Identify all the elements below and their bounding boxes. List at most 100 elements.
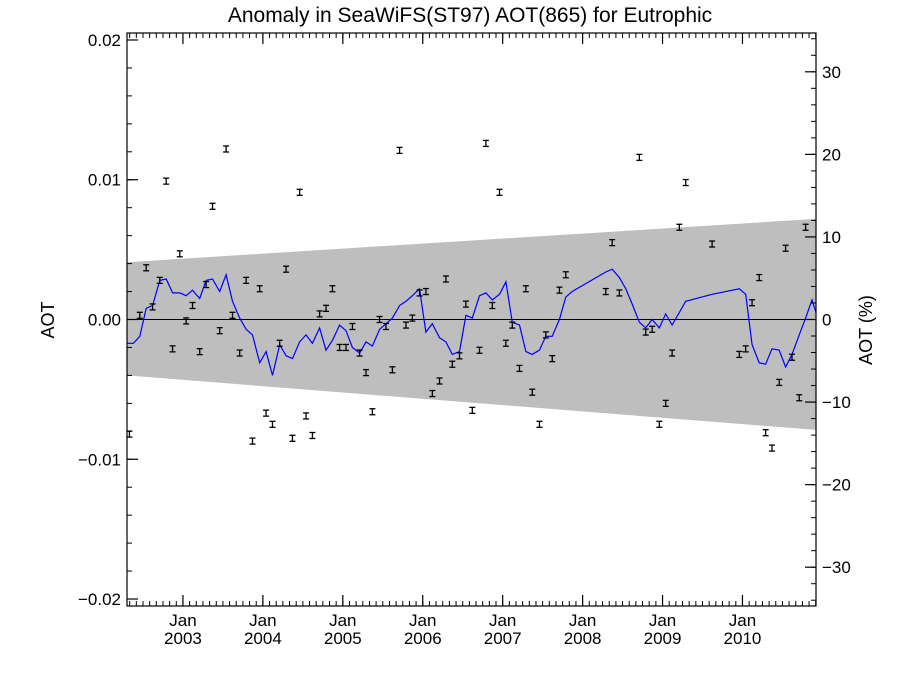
data-point: [196, 347, 203, 356]
data-point: [736, 350, 743, 359]
chart-title: Anomaly in SeaWiFS(ST97) AOT(865) for Eu…: [228, 4, 712, 27]
data-point: [283, 265, 290, 273]
y-right-tick-label: 10: [822, 228, 841, 247]
data-point: [796, 394, 803, 402]
data-point: [256, 285, 263, 293]
data-point: [456, 352, 463, 360]
data-point: [289, 434, 296, 442]
data-point: [323, 304, 330, 312]
data-point: [549, 354, 556, 363]
data-point: [389, 366, 396, 374]
data-point: [269, 420, 276, 428]
x-tick-month-label: Jan: [729, 611, 756, 630]
data-point: [356, 349, 363, 357]
x-tick-year-label: 2006: [404, 629, 442, 648]
data-point: [243, 276, 250, 285]
data-point: [416, 289, 423, 297]
x-tick-year-label: 2008: [564, 629, 602, 648]
data-point: [296, 188, 303, 196]
data-point: [709, 240, 716, 248]
y-tick-label: −0.02: [78, 590, 121, 609]
x-tick-month-label: Jan: [569, 611, 596, 630]
anomaly-series-line: [127, 268, 817, 376]
data-points-layer: [126, 139, 809, 452]
y-axis-label: AOT: [38, 301, 58, 338]
y-tick-label: 0.01: [88, 171, 121, 190]
data-point: [669, 349, 676, 357]
data-point: [156, 276, 163, 285]
data-point: [209, 202, 216, 210]
data-point: [516, 364, 523, 373]
data-point: [143, 264, 150, 272]
y-axis-left: −0.02 −0.01 0.00 0.01 0.02: [78, 31, 138, 609]
data-point: [602, 287, 609, 296]
data-point: [163, 177, 170, 185]
y-right-tick-label: 20: [822, 145, 841, 164]
x-tick-year-label: 2010: [724, 629, 762, 648]
anomaly-series-layer: [127, 268, 817, 376]
data-point: [429, 389, 436, 398]
data-point: [676, 223, 683, 231]
data-point: [496, 188, 503, 196]
data-point: [802, 223, 809, 231]
data-point: [536, 420, 543, 428]
data-point: [782, 244, 789, 252]
y-tick-label: −0.01: [78, 450, 121, 469]
data-point: [176, 250, 183, 258]
data-point: [662, 399, 669, 408]
data-point: [789, 353, 796, 361]
data-point: [489, 301, 496, 310]
data-point: [649, 325, 656, 333]
data-point: [309, 431, 316, 440]
data-point: [409, 314, 416, 322]
data-point: [542, 331, 549, 339]
x-axis: Jan2003Jan2004Jan2005Jan2006Jan2007Jan20…: [129, 33, 817, 648]
x-tick-month-label: Jan: [169, 611, 196, 630]
data-point: [149, 303, 156, 311]
data-point: [362, 368, 369, 377]
data-point: [742, 345, 749, 353]
data-point: [169, 345, 176, 353]
data-point: [556, 286, 563, 294]
data-point: [462, 300, 469, 308]
data-point: [436, 377, 443, 385]
data-point: [682, 178, 689, 187]
data-point: [376, 315, 383, 324]
data-point: [776, 378, 783, 387]
data-point: [396, 146, 403, 155]
x-tick-year-label: 2005: [324, 629, 362, 648]
data-point: [223, 145, 230, 153]
data-point: [236, 349, 243, 357]
data-point: [263, 409, 270, 417]
x-tick-month-label: Jan: [489, 611, 516, 630]
data-point: [656, 420, 663, 428]
data-point: [769, 444, 776, 452]
y-tick-label: 0.00: [88, 311, 121, 330]
data-point: [316, 310, 323, 318]
y-axis-right-label: AOT (%): [856, 295, 876, 365]
data-point: [642, 328, 649, 336]
data-point: [343, 343, 350, 352]
data-point: [636, 153, 643, 162]
y-right-tick-label: −10: [822, 393, 851, 412]
x-tick-year-label: 2007: [484, 629, 522, 648]
data-point: [442, 275, 449, 283]
x-tick-month-label: Jan: [249, 611, 276, 630]
data-point: [216, 327, 223, 335]
data-point: [482, 139, 489, 148]
data-point: [422, 287, 429, 296]
x-tick-year-label: 2009: [644, 629, 682, 648]
x-tick-month-label: Jan: [329, 611, 356, 630]
data-point: [183, 317, 190, 325]
data-point: [229, 311, 236, 319]
data-point: [203, 280, 210, 289]
y-right-tick-label: −30: [822, 558, 851, 577]
data-point: [136, 311, 143, 319]
data-point: [756, 273, 763, 282]
y-axis-right: −30 −20 −10 0 10 20 30: [805, 38, 851, 601]
confidence-band: [127, 218, 816, 430]
data-point: [522, 285, 529, 293]
data-point: [349, 322, 356, 331]
data-point: [616, 289, 623, 297]
